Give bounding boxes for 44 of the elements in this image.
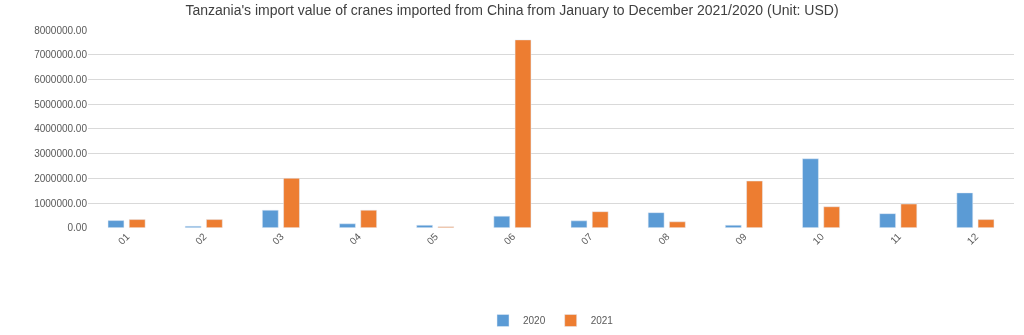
chart-title: Tanzania's import value of cranes imported from China from January to December 2021/2020 (Unit: USD)	[185, 1, 839, 18]
bar	[879, 213, 896, 228]
y-tick-label: 7000000.00	[34, 49, 88, 61]
x-tick-label: 06	[501, 230, 518, 247]
x-tick-label: 08	[656, 230, 673, 247]
x-tick-label: 02	[193, 230, 210, 247]
bar	[746, 180, 763, 228]
y-tick-label: 5000000.00	[34, 98, 88, 110]
bar	[823, 206, 840, 228]
bar	[339, 223, 356, 228]
x-tick-label: 05	[424, 230, 441, 247]
x-tick-label: 01	[115, 230, 132, 247]
legend-label: 2021	[590, 315, 614, 327]
x-tick-label: 04	[347, 230, 364, 247]
y-tick-label: 4000000.00	[34, 123, 88, 135]
bar	[591, 211, 609, 228]
bar	[206, 219, 223, 228]
bar	[262, 209, 279, 228]
bar	[802, 158, 819, 228]
y-tick-label: 8000000.00	[34, 24, 88, 36]
y-tick-label: 0.00	[67, 222, 88, 234]
x-tick-label: 03	[270, 230, 287, 247]
bar	[493, 215, 511, 228]
bar	[283, 178, 300, 228]
y-tick-label: 2000000.00	[34, 172, 88, 184]
x-tick-label: 09	[733, 230, 750, 247]
bar	[570, 220, 588, 228]
bar	[107, 220, 125, 228]
x-tick-label: 11	[888, 230, 904, 247]
y-tick-label: 6000000.00	[34, 73, 88, 85]
x-tick-label: 10	[810, 230, 827, 247]
bar	[514, 39, 532, 228]
x-tick-label: 12	[964, 230, 981, 247]
bar	[956, 192, 974, 228]
bar	[647, 212, 665, 228]
bar	[977, 219, 995, 228]
x-tick-label: 07	[578, 230, 595, 247]
bar	[128, 219, 146, 228]
y-tick-label: 1000000.00	[34, 197, 88, 209]
y-tick-label: 3000000.00	[34, 148, 88, 160]
legend-label: 2020	[523, 315, 546, 327]
bar	[360, 209, 377, 228]
bar	[900, 203, 918, 228]
bar	[669, 221, 686, 228]
